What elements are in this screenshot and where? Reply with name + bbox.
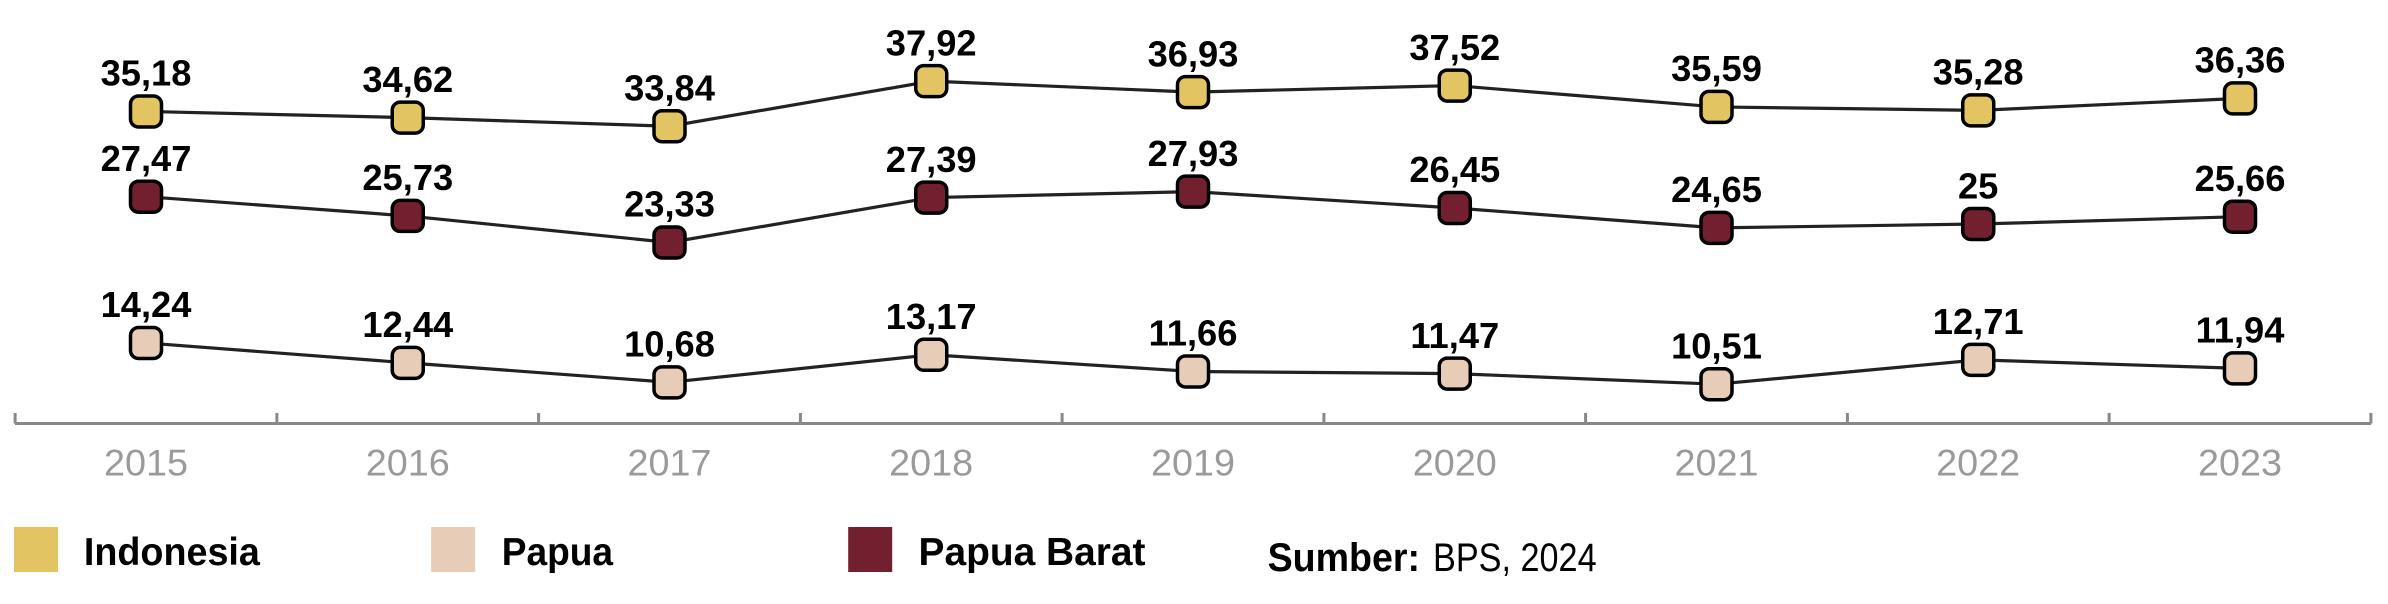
svg-text:2015: 2015 — [104, 443, 188, 484]
svg-text:11,66: 11,66 — [1149, 313, 1238, 354]
svg-text:37,92: 37,92 — [886, 22, 977, 63]
svg-text:Sumber:: Sumber: — [1268, 536, 1420, 580]
svg-text:10,51: 10,51 — [1671, 325, 1762, 366]
svg-text:26,45: 26,45 — [1409, 149, 1500, 190]
svg-text:35,28: 35,28 — [1933, 52, 2024, 93]
svg-text:24,65: 24,65 — [1671, 169, 1762, 210]
svg-text:35,18: 35,18 — [101, 53, 192, 94]
svg-text:2022: 2022 — [1936, 443, 2020, 484]
svg-text:Indonesia: Indonesia — [84, 531, 260, 574]
svg-text:Papua: Papua — [502, 531, 614, 574]
svg-text:27,39: 27,39 — [886, 139, 977, 180]
svg-text:2019: 2019 — [1151, 443, 1235, 484]
svg-text:27,93: 27,93 — [1148, 133, 1239, 174]
svg-text:33,84: 33,84 — [624, 68, 715, 109]
svg-text:2016: 2016 — [366, 443, 450, 484]
svg-text:12,71: 12,71 — [1933, 301, 2024, 342]
svg-text:2018: 2018 — [889, 443, 973, 484]
svg-text:25,73: 25,73 — [362, 157, 453, 198]
svg-text:12,44: 12,44 — [362, 304, 453, 345]
svg-text:2017: 2017 — [628, 443, 712, 484]
svg-text:34,62: 34,62 — [362, 59, 453, 100]
svg-text:Papua Barat: Papua Barat — [919, 531, 1146, 574]
svg-text:25: 25 — [1958, 165, 1998, 206]
svg-text:25,66: 25,66 — [2195, 158, 2286, 199]
svg-text:35,59: 35,59 — [1671, 48, 1762, 89]
svg-text:13,17: 13,17 — [886, 296, 977, 337]
svg-text:36,36: 36,36 — [2195, 40, 2286, 81]
svg-text:11,47: 11,47 — [1410, 315, 1499, 356]
svg-text:10,68: 10,68 — [624, 324, 715, 365]
svg-text:36,93: 36,93 — [1148, 33, 1239, 74]
svg-text:2021: 2021 — [1675, 443, 1759, 484]
svg-text:2023: 2023 — [2198, 443, 2282, 484]
svg-text:23,33: 23,33 — [624, 184, 715, 225]
svg-text:27,47: 27,47 — [101, 138, 192, 179]
svg-text:37,52: 37,52 — [1409, 27, 1500, 68]
svg-text:2020: 2020 — [1413, 443, 1497, 484]
svg-text:11,94: 11,94 — [2196, 310, 2285, 351]
svg-text:BPS, 2024: BPS, 2024 — [1433, 536, 1597, 580]
svg-text:14,24: 14,24 — [101, 284, 192, 325]
